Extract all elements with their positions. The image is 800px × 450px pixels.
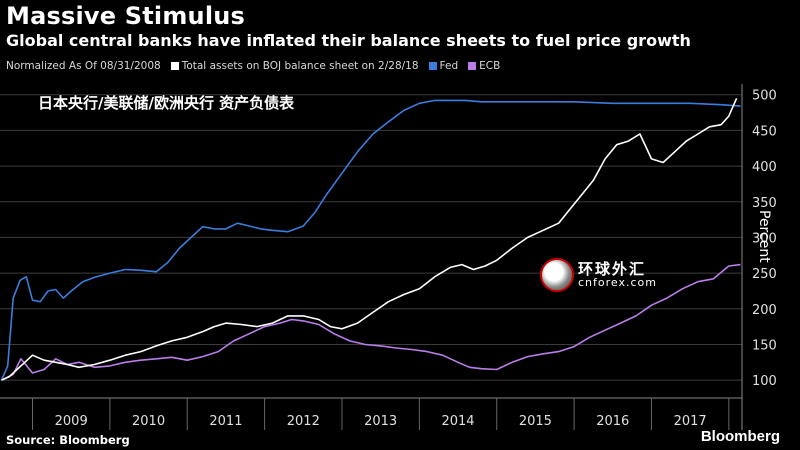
grid [0, 94, 742, 381]
x-tick-label: 2015 [519, 414, 552, 429]
y-tick-label: 500 [752, 89, 777, 104]
brand-logo: Bloomberg [700, 428, 780, 445]
legend-entry-fed: Fed [428, 60, 459, 72]
legend-label-fed: Fed [439, 60, 459, 72]
legend-swatch-ecb [468, 62, 477, 70]
legend-label-ecb: ECB [479, 60, 501, 72]
watermark-cn: 环球外汇 [578, 259, 647, 278]
y-tick-label: 300 [752, 231, 777, 246]
series-line-boj [1, 97, 738, 381]
chart-annotation: 日本央行/美联储/欧洲央行 资产负债表 [38, 94, 295, 112]
x-tick-label: 2013 [364, 414, 397, 429]
x-tick-label: 2011 [209, 414, 242, 429]
legend-swatch-boj [170, 62, 179, 70]
legend-entry-boj: Total assets on BOJ balance sheet on 2/2… [170, 60, 419, 72]
y-tick-label: 200 [752, 303, 777, 318]
watermark-text: 环球外汇 cnforex.com [578, 261, 657, 290]
watermark-en: cnforex.com [578, 276, 657, 290]
y-tick-label: 250 [752, 267, 777, 282]
x-tick-label: 2009 [55, 414, 88, 429]
x-tick-label: 2016 [596, 414, 629, 429]
series-lines [0, 97, 741, 381]
watermark: 环球外汇 cnforex.com [540, 258, 657, 292]
chart-title: Massive Stimulus [6, 2, 246, 30]
legend: Normalized As Of 08/31/2008 Total assets… [6, 60, 500, 72]
x-tick-label: 2012 [287, 414, 320, 429]
y-tick-label: 400 [752, 160, 777, 175]
x-tick-label: 2017 [674, 414, 707, 429]
legend-entry-ecb: ECB [468, 60, 500, 72]
y-tick-label: 100 [752, 374, 777, 389]
source-note: Source: Bloomberg [6, 433, 130, 447]
series-line-fed [0, 99, 741, 381]
series-line-ecb [1, 263, 741, 381]
legend-label-boj: Total assets on BOJ balance sheet on 2/2… [181, 60, 419, 72]
legend-note: Normalized As Of 08/31/2008 [6, 60, 161, 72]
y-axis-label: Percent [756, 210, 772, 263]
x-tick-label: 2014 [441, 414, 474, 429]
watermark-logo-icon [540, 258, 574, 292]
chart-subtitle: Global central banks have inflated their… [6, 31, 691, 50]
y-tick-label: 450 [752, 124, 777, 139]
x-axis: 2009 2010 2011 2012 2013 2014 2015 2016 2017 [0, 397, 742, 430]
y-tick-label: 150 [752, 338, 777, 353]
y-axis: 100 150 200 250 300 350 400 450 500 [741, 84, 777, 430]
x-tick-label: 2010 [132, 414, 165, 429]
legend-swatch-fed [428, 62, 437, 70]
y-tick-label: 350 [752, 196, 777, 211]
